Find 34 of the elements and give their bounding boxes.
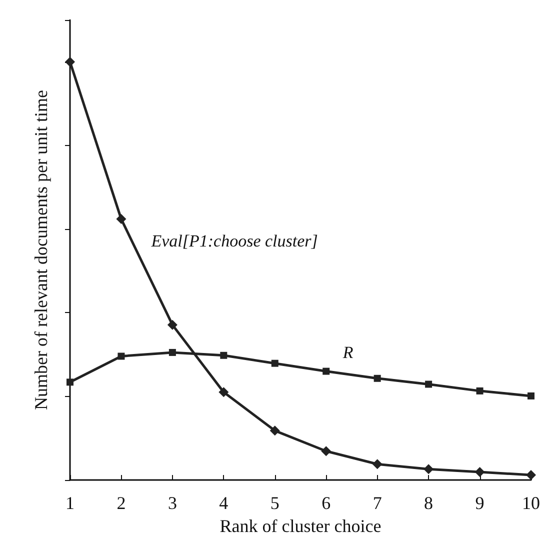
x-tick-label: 5 <box>270 493 280 513</box>
point <box>270 426 280 436</box>
x-tick-label: 1 <box>66 493 74 513</box>
point <box>528 392 534 400</box>
point <box>374 374 381 382</box>
point <box>118 352 125 360</box>
point <box>66 378 74 386</box>
x-tick-label: 4 <box>219 493 228 513</box>
point <box>271 360 278 367</box>
y-axis-title: Number of relevant documents per unit time <box>31 90 51 410</box>
point <box>220 352 228 359</box>
point <box>424 464 434 474</box>
point <box>167 320 178 330</box>
point <box>526 470 536 480</box>
point <box>168 348 176 356</box>
point <box>321 446 332 456</box>
point <box>322 368 330 375</box>
point <box>65 56 75 67</box>
x-tick-label: 9 <box>475 493 484 513</box>
x-axis-title: Rank of cluster choice <box>220 516 382 536</box>
series-label: Eval[P1:choose cluster] <box>150 232 318 251</box>
x-tick-label: 8 <box>424 493 434 513</box>
x-tick-label: 10 <box>522 493 540 513</box>
point <box>474 467 485 478</box>
series-label: R <box>342 342 354 362</box>
point <box>476 387 484 394</box>
x-tick-label: 3 <box>168 493 177 513</box>
point <box>372 459 382 470</box>
point <box>425 380 432 388</box>
x-tick-label: 6 <box>322 493 331 513</box>
x-tick-label: 7 <box>372 493 382 513</box>
point <box>116 214 126 224</box>
point <box>218 387 229 398</box>
x-tick-label: 2 <box>116 493 126 513</box>
